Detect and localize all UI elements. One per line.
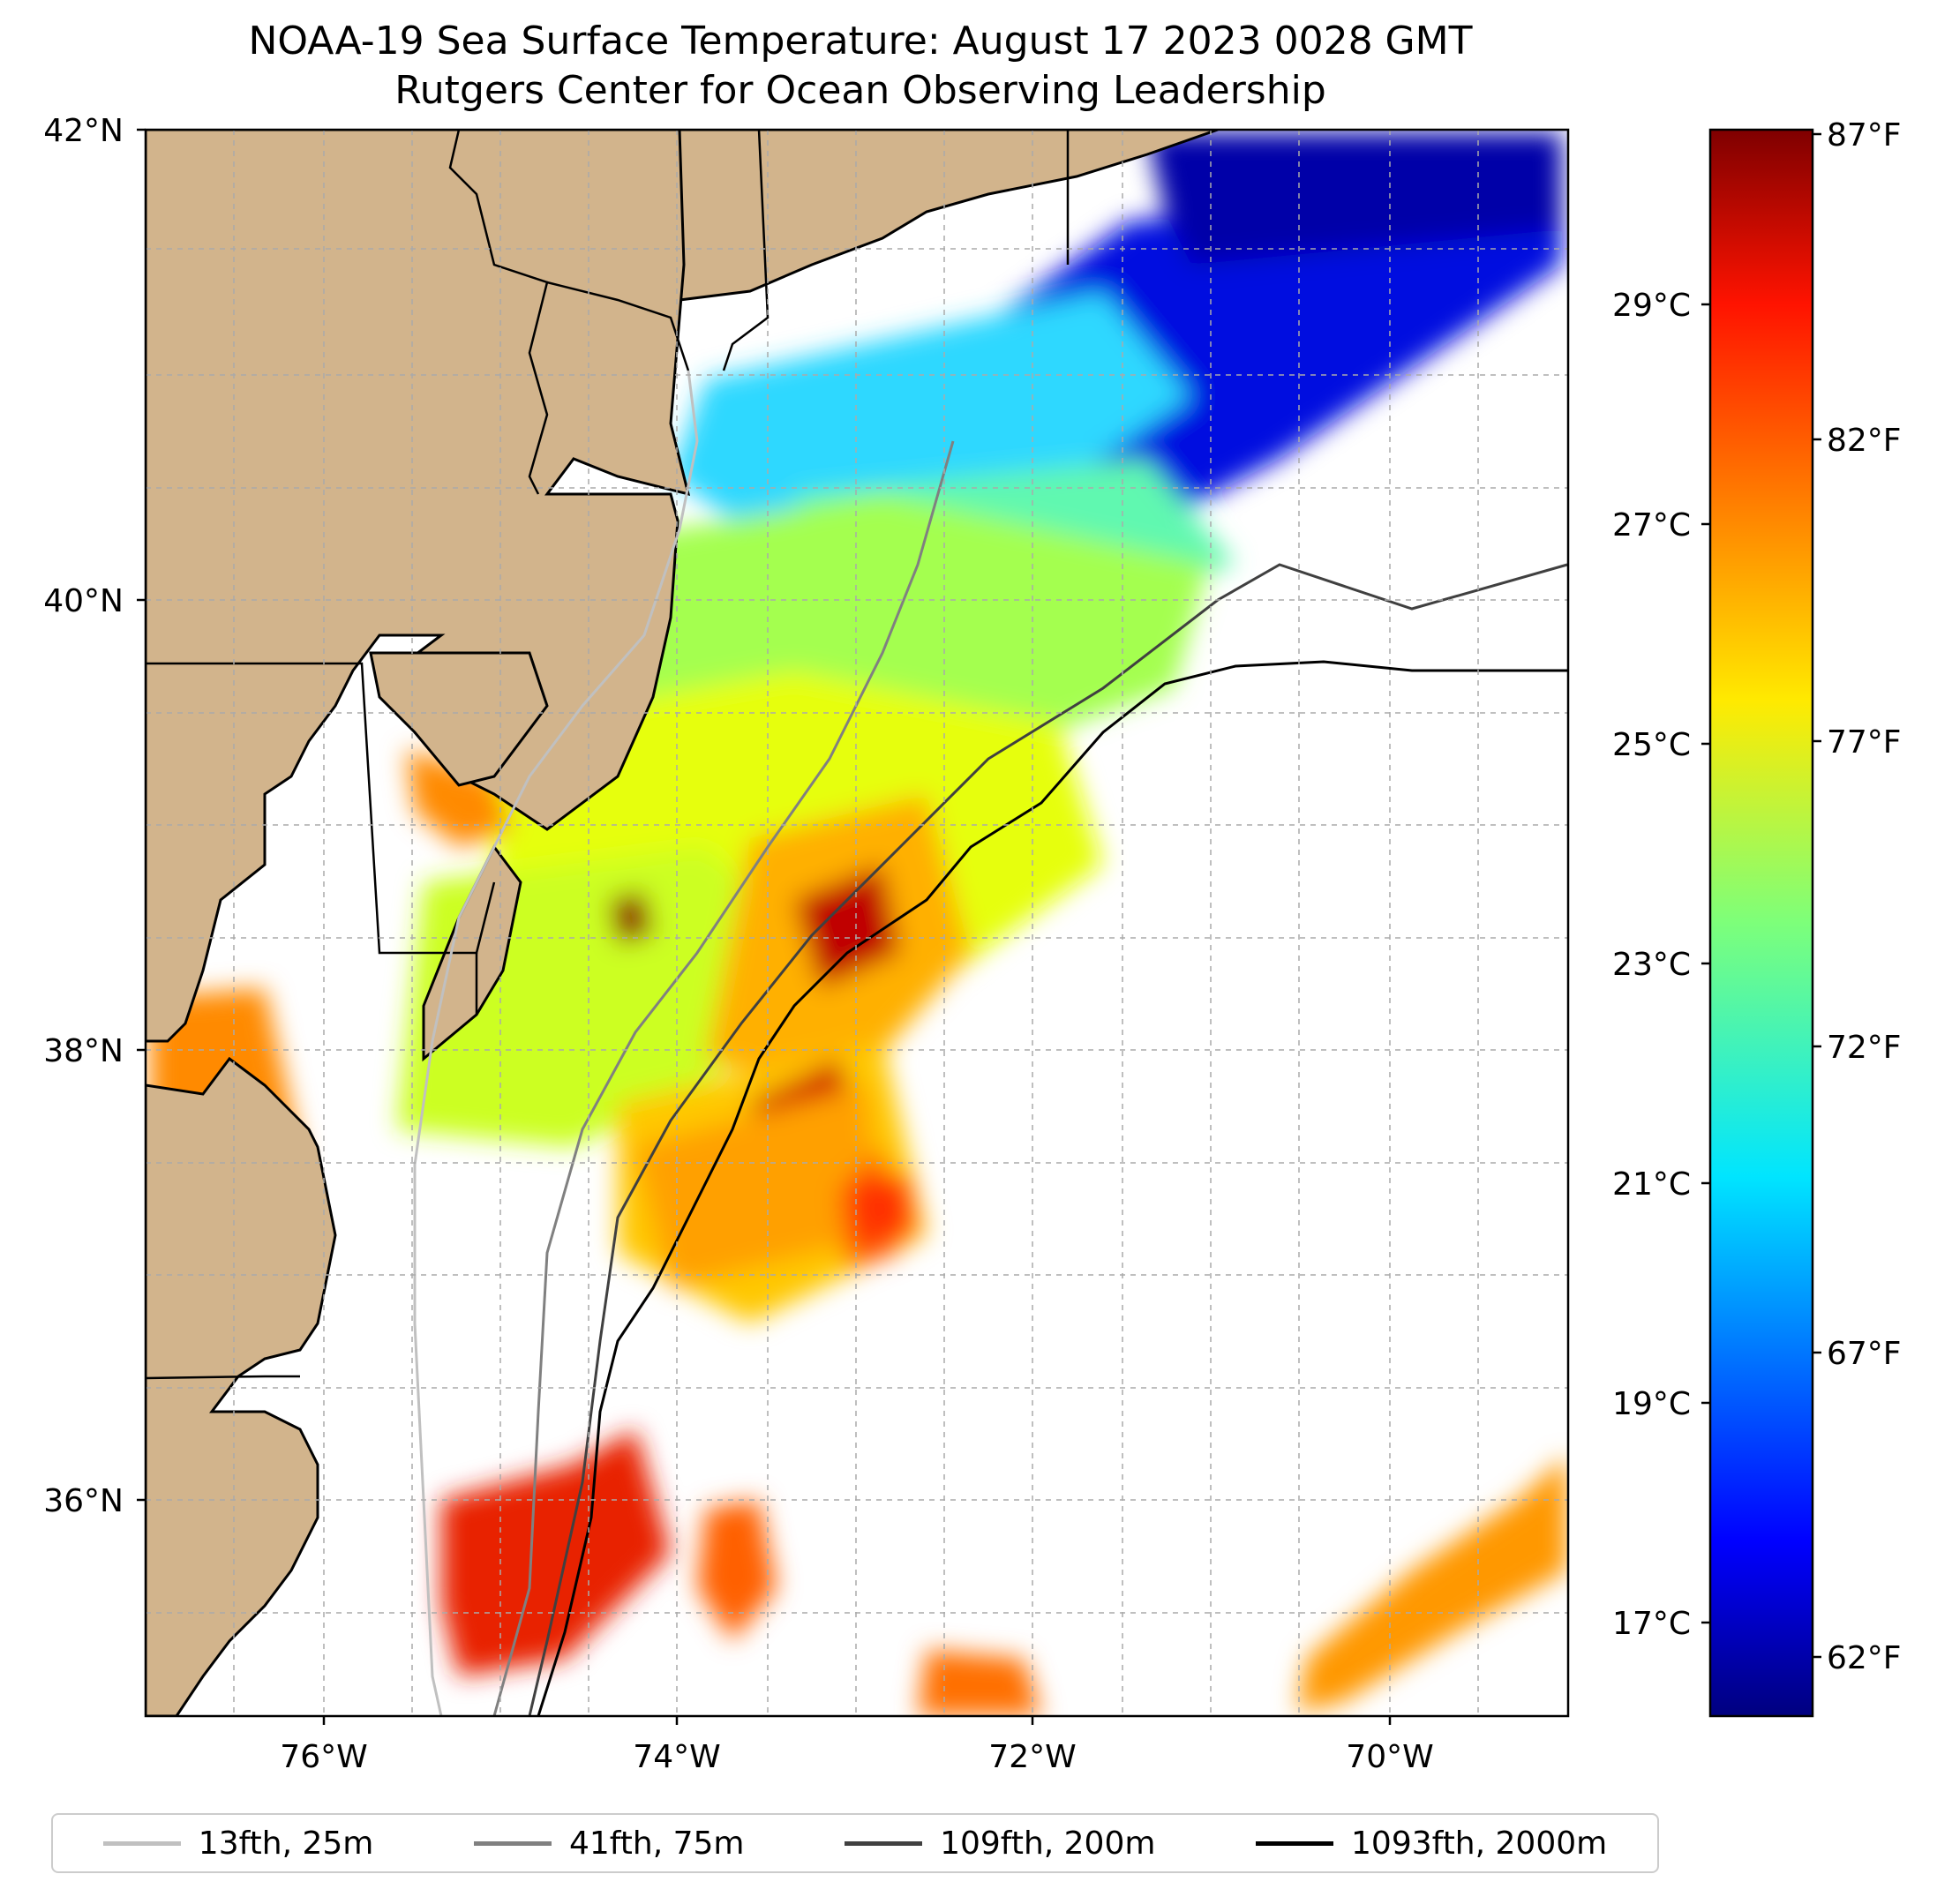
legend-item-200m: 109fth, 200m xyxy=(845,1825,1155,1862)
colorbar xyxy=(1708,128,1814,1718)
colorbar-c-label-19: 19°C xyxy=(1612,1386,1691,1422)
lat-label-36: 36°N xyxy=(43,1483,124,1519)
map-frame xyxy=(144,128,1570,1718)
colorbar-c-label-23: 23°C xyxy=(1612,947,1691,983)
lon-label-76: 76°W xyxy=(280,1739,367,1775)
lat-label-40: 40°N xyxy=(43,583,124,619)
lat-axis xyxy=(137,128,146,1502)
lon-label-74: 74°W xyxy=(633,1739,720,1775)
grid-lines xyxy=(146,130,1568,1716)
bathymetry-contours xyxy=(413,370,1568,1716)
map-title: NOAA-19 Sea Surface Temperature: August … xyxy=(248,19,1473,64)
legend-line-75m xyxy=(473,1840,552,1846)
legend-line-200m xyxy=(845,1840,923,1846)
legend-label-200m: 109fth, 200m xyxy=(940,1825,1156,1862)
colorbar-c-label-21: 21°C xyxy=(1612,1166,1691,1203)
legend-item-75m: 41fth, 75m xyxy=(473,1825,745,1862)
colorbar-c-label-27: 27°C xyxy=(1612,507,1691,543)
lon-axis xyxy=(322,1716,1392,1725)
colorbar-c-label-25: 25°C xyxy=(1612,727,1691,763)
colorbar-f-label-87: 87°F xyxy=(1827,117,1902,154)
legend-label-75m: 41fth, 75m xyxy=(568,1825,745,1862)
colorbar-c-label-29: 29°C xyxy=(1612,288,1691,324)
colorbar-c-ticks xyxy=(1701,303,1710,1624)
colorbar-f-label-77: 77°F xyxy=(1827,724,1902,761)
legend-line-2000m xyxy=(1256,1840,1334,1846)
lat-label-42: 42°N xyxy=(43,113,124,149)
lon-label-70: 70°W xyxy=(1346,1739,1433,1775)
lon-label-72: 72°W xyxy=(988,1739,1076,1775)
colorbar-c-label-17: 17°C xyxy=(1612,1606,1691,1642)
contour-75m xyxy=(492,440,955,1716)
colorbar-f-label-62: 62°F xyxy=(1827,1640,1902,1676)
contour-2000m xyxy=(537,660,1567,1716)
legend-line-25m xyxy=(102,1840,181,1846)
land-layer xyxy=(146,130,1219,1716)
colorbar-f-label-72: 72°F xyxy=(1827,1030,1902,1066)
map-subtitle: Rutgers Center for Ocean Observing Leade… xyxy=(394,68,1326,113)
legend-label-25m: 13fth, 25m xyxy=(198,1825,374,1862)
contour-legend: 13fth, 25m 41fth, 75m 109fth, 200m 1093f… xyxy=(51,1813,1659,1873)
legend-item-25m: 13fth, 25m xyxy=(102,1825,374,1862)
colorbar-f-label-67: 67°F xyxy=(1827,1336,1902,1372)
state-borders xyxy=(146,130,1070,1380)
legend-label-2000m: 1093fth, 2000m xyxy=(1351,1825,1608,1862)
legend-item-2000m: 1093fth, 2000m xyxy=(1256,1825,1607,1862)
map-panel xyxy=(146,130,1568,1716)
colorbar-f-label-82: 82°F xyxy=(1827,423,1902,459)
lat-label-38: 38°N xyxy=(43,1033,124,1069)
colorbar-f-ticks xyxy=(1813,132,1821,1659)
contour-25m xyxy=(413,370,699,1716)
